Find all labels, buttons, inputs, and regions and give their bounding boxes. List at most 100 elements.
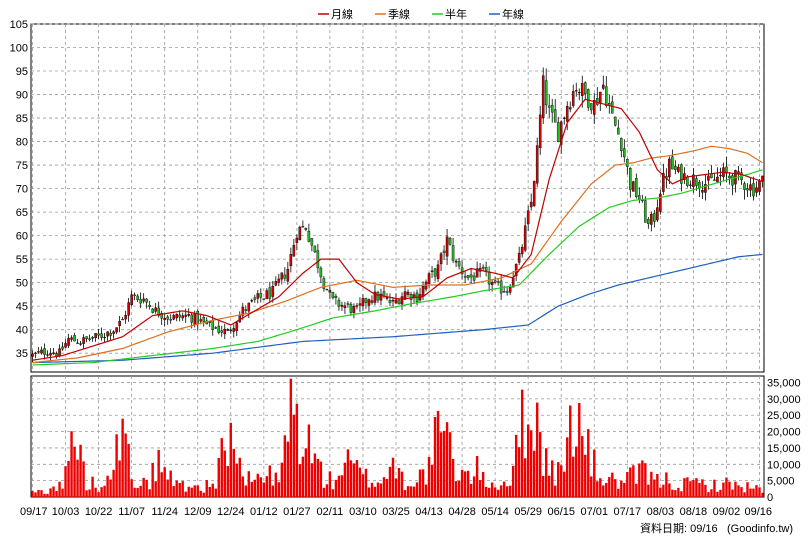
candle-up [274, 281, 278, 286]
candle-down [617, 127, 620, 135]
candle-up [403, 291, 407, 300]
x-tick-label: 04/28 [448, 506, 476, 518]
price-tick-label: 35 [16, 348, 28, 360]
candle-up [532, 181, 536, 206]
volume-bar [599, 478, 602, 497]
volume-bar [343, 462, 347, 497]
candle-down [397, 300, 401, 305]
x-tick-label: 07/01 [581, 506, 609, 518]
volume-bar [454, 481, 458, 497]
volume-bar [758, 487, 761, 497]
volume-bar [466, 470, 470, 497]
price-tick-label: 70 [16, 184, 28, 196]
volume-bar [322, 487, 326, 497]
volume-bar [409, 486, 413, 497]
x-tick-label: 01/27 [283, 506, 311, 518]
volume-bar [427, 456, 431, 497]
candle-up [430, 270, 434, 272]
candle-down [88, 338, 91, 340]
volume-bar [713, 479, 716, 497]
candle-down [752, 183, 755, 197]
volume-tick-label: 35,000 [767, 378, 801, 390]
candle-up [58, 348, 61, 357]
volume-bar [487, 487, 491, 497]
candle-up [400, 296, 404, 305]
volume-bar [331, 489, 335, 497]
volume-bar [385, 478, 389, 497]
candle-down [728, 175, 731, 179]
volume-bar [689, 481, 692, 497]
x-tick-label: 05/29 [514, 506, 542, 518]
candle-up [692, 174, 695, 187]
volume-bar [563, 471, 566, 497]
volume-bar [529, 430, 533, 497]
candle-down [331, 291, 335, 299]
candle-down [623, 148, 626, 158]
volume-bar [484, 486, 488, 497]
volume-bar [460, 469, 464, 497]
price-tick-label: 80 [16, 137, 28, 149]
x-tick-label: 03/10 [349, 506, 377, 518]
volume-bar [707, 492, 710, 497]
candle-up [391, 300, 395, 302]
volume-bar [457, 480, 461, 497]
volume-bar [674, 490, 677, 497]
volume-bar [40, 490, 43, 497]
candle-up [298, 226, 302, 241]
candle-down [460, 267, 464, 275]
volume-bar [130, 479, 133, 497]
candle-up [568, 107, 572, 110]
volume-bar [103, 485, 106, 497]
volume-bar [286, 441, 290, 497]
volume-bar [265, 476, 269, 497]
volume-bar [430, 464, 434, 497]
volume-bar [475, 456, 479, 497]
candle-up [668, 158, 671, 178]
volume-bar [370, 482, 374, 497]
volume-bar [433, 416, 437, 497]
candle-down [169, 318, 172, 321]
volume-bar [217, 457, 220, 497]
candle-up [232, 328, 236, 332]
volume-bar [37, 489, 40, 497]
volume-bar [535, 402, 539, 497]
volume-bar [379, 483, 383, 497]
volume-bar [680, 491, 683, 497]
candle-down [629, 168, 632, 190]
candle-down [605, 86, 608, 106]
candle-down [217, 325, 221, 333]
candle-up [427, 273, 431, 284]
volume-bar [617, 488, 620, 497]
x-tick-label: 09/02 [713, 506, 741, 518]
price-tick-label: 95 [16, 66, 28, 78]
volume-bar [139, 485, 142, 497]
candle-down [139, 299, 142, 304]
volume-bar [647, 484, 650, 497]
volume-bar [253, 479, 257, 497]
candle-up [340, 304, 344, 307]
candle-up [562, 117, 566, 119]
volume-bar [451, 458, 455, 497]
candle-up [193, 313, 197, 326]
candle-up [704, 184, 707, 193]
volume-bar [187, 486, 190, 497]
volume-bar [85, 490, 88, 497]
candle-down [100, 333, 103, 338]
candle-up [535, 145, 539, 184]
candle-up [385, 297, 389, 299]
volume-bar [277, 482, 281, 497]
candle-up [574, 90, 578, 92]
candle-up [241, 307, 245, 316]
volume-bar [310, 463, 314, 497]
volume-bar [145, 479, 148, 497]
x-tick-label: 01/12 [250, 506, 278, 518]
price-tick-label: 100 [10, 43, 28, 55]
candle-down [211, 319, 215, 330]
volume-bar [734, 481, 737, 497]
volume-bar [196, 485, 199, 497]
candle-down [91, 337, 94, 339]
candle-up [454, 260, 458, 263]
candle-up [46, 354, 49, 356]
candle-up [439, 253, 443, 265]
